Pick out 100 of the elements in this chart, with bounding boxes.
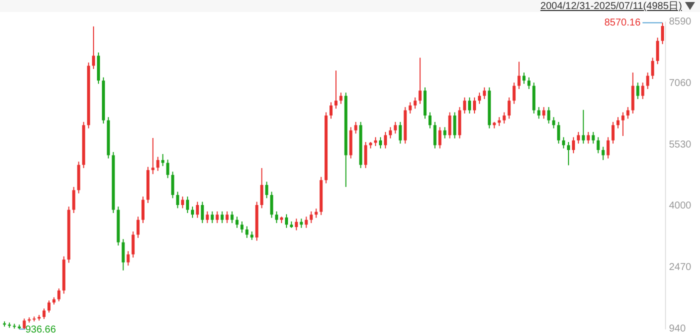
- candlestick: [606, 136, 610, 159]
- candlestick: [602, 146, 605, 161]
- y-tick-label: 5530: [669, 139, 692, 150]
- candlestick: [448, 112, 452, 139]
- candlestick: [339, 92, 342, 104]
- candlestick: [616, 116, 620, 129]
- candlestick: [236, 216, 239, 228]
- candlestick: [547, 106, 550, 124]
- candlestick: [596, 136, 600, 154]
- candlestick: [384, 131, 387, 149]
- annotation: 8570.16: [604, 17, 641, 28]
- candlestick: [92, 26, 96, 70]
- candlestick: [22, 318, 26, 330]
- candlestick: [502, 112, 506, 124]
- candlestick: [557, 121, 560, 144]
- candlestick: [48, 300, 51, 314]
- candlestick: [122, 238, 125, 271]
- candlestick: [398, 121, 402, 144]
- candlestick: [171, 171, 174, 199]
- candlestick: [394, 121, 397, 134]
- y-tick-label: 7060: [669, 78, 692, 89]
- candlestick: [661, 22, 664, 45]
- candlestick: [562, 136, 566, 149]
- candlestick: [518, 61, 521, 90]
- y-tick-label: 940: [669, 324, 686, 334]
- candlestick: [142, 196, 145, 224]
- candlestick: [468, 96, 472, 114]
- candlestick: [186, 196, 190, 214]
- candlestick: [463, 96, 466, 114]
- candlestick: [592, 131, 595, 144]
- candlestick: [57, 288, 60, 302]
- candlestick: [453, 112, 456, 139]
- candlestick: [512, 82, 516, 104]
- candlestick: [240, 220, 244, 234]
- annotation: 936.66: [25, 324, 56, 335]
- candlestick: [334, 70, 338, 110]
- candlestick: [433, 121, 436, 149]
- candlestick: [230, 210, 234, 224]
- candlestick: [379, 136, 382, 149]
- candlestick: [582, 109, 585, 144]
- candlestick: [265, 181, 268, 199]
- candlestick: [572, 136, 575, 154]
- candlestick: [621, 112, 624, 136]
- candlestick: [181, 196, 184, 209]
- candlestick: [166, 159, 170, 179]
- y-tick-label: 2470: [669, 262, 692, 274]
- candlestick: [527, 76, 530, 90]
- candlestick: [226, 210, 229, 224]
- candlestick: [132, 230, 135, 258]
- candlestick: [428, 112, 432, 129]
- candlestick: [418, 57, 422, 104]
- candlestick: [438, 126, 442, 149]
- candlestick: [641, 82, 644, 100]
- candlestick: [586, 131, 590, 144]
- candlestick: [443, 126, 446, 139]
- candlestick: [42, 308, 46, 320]
- candlestick: [284, 214, 288, 228]
- candlestick: [626, 106, 630, 120]
- candlestick: [136, 216, 140, 238]
- candlestick: [151, 137, 154, 175]
- candlestick: [245, 226, 248, 238]
- candlestick: [552, 116, 556, 129]
- candlestick: [473, 96, 476, 114]
- candlestick: [478, 92, 481, 104]
- candlestick: [196, 201, 199, 218]
- candlestick: [220, 210, 224, 224]
- y-tick-label: 4000: [669, 200, 692, 212]
- candlestick: [270, 191, 274, 218]
- candlestick: [482, 86, 486, 100]
- candlestick: [656, 37, 660, 65]
- candlestick: [206, 210, 209, 224]
- candlestick: [176, 191, 180, 209]
- candlestick: [646, 72, 650, 90]
- candlestick: [508, 96, 511, 120]
- candlestick: [330, 102, 333, 120]
- candlestick: [294, 218, 298, 231]
- candlestick: [636, 82, 640, 100]
- candlestick: [576, 131, 580, 144]
- candlestick: [304, 216, 308, 228]
- candlestick: [72, 186, 76, 214]
- text: 2004/12/31-2025/07/11(4985日): [540, 0, 682, 13]
- candlestick: [388, 126, 392, 139]
- candlestick: [567, 141, 570, 166]
- candlestick: [354, 121, 358, 134]
- candlestick: [537, 106, 540, 120]
- candlestick: [414, 96, 417, 110]
- candlestick: [260, 168, 264, 209]
- candlestick: [542, 106, 546, 120]
- candlestick: [200, 201, 204, 224]
- candlestick: [210, 210, 214, 224]
- y-tick-label: 8590: [669, 16, 692, 28]
- candlestick: [364, 141, 368, 169]
- candlestick: [156, 156, 160, 172]
- candlestick: [522, 72, 526, 84]
- candlestick: [612, 121, 615, 144]
- candlestick: [126, 250, 130, 266]
- candlestick: [651, 57, 654, 80]
- candlestick: [161, 154, 164, 167]
- candlestick: [190, 206, 194, 218]
- candlestick: [275, 210, 278, 224]
